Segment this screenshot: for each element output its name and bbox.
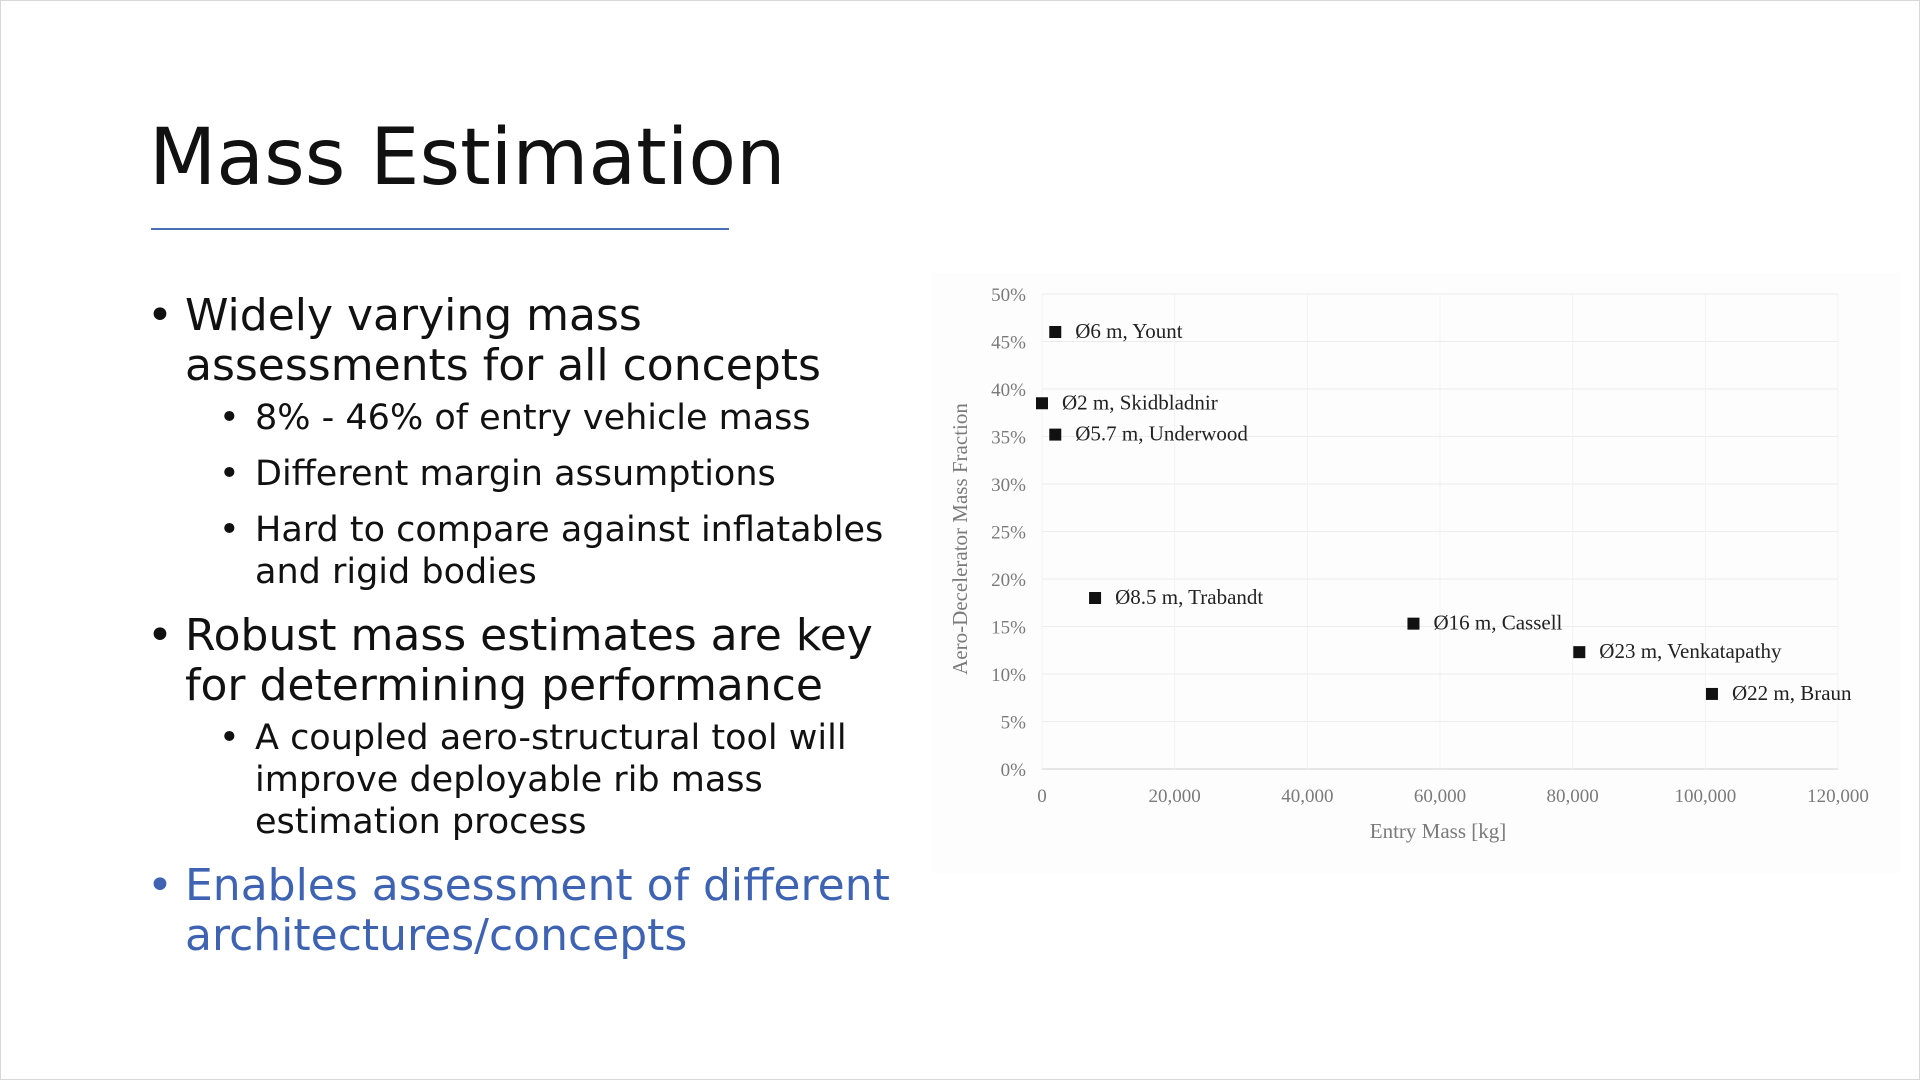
data-point-label: Ø8.5 m, Trabandt (1115, 585, 1263, 609)
bullet-robust-estimates: Robust mass estimates are key for determ… (147, 611, 917, 711)
data-point-label: Ø23 m, Venkatapathy (1599, 639, 1782, 663)
title-underline (151, 228, 729, 230)
chart-grid (1041, 293, 1839, 770)
sub-bullet-mass-range: 8% - 46% of entry vehicle mass (147, 397, 917, 439)
scatter-chart: 0% 5% 10% 15% 20% 25% 30% 35% 40% 45% 50% 0 20,000 40… (931, 273, 1901, 873)
bullet-list: Widely varying mass assessments for all … (147, 291, 917, 961)
y-tick-label: 35% (991, 428, 1026, 449)
x-tick-label: 120,000 (1807, 786, 1869, 807)
data-point-label: Ø22 m, Braun (1732, 681, 1852, 705)
slide-title: Mass Estimation (149, 113, 786, 203)
data-point-marker (1705, 687, 1718, 700)
data-point-label: Ø5.7 m, Underwood (1075, 422, 1248, 446)
data-point-marker (1573, 646, 1586, 659)
data-point-marker (1089, 592, 1102, 604)
x-tick-label: 60,000 (1414, 786, 1466, 807)
x-tick-label: 40,000 (1281, 786, 1333, 807)
y-tick-label: 15% (991, 618, 1026, 639)
x-tick-label: 0 (1037, 786, 1047, 807)
data-point-marker (1049, 428, 1062, 441)
data-point-marker (1049, 326, 1062, 338)
y-tick-label: 30% (991, 475, 1026, 496)
data-point-marker (1036, 397, 1048, 410)
data-point-marker (1407, 617, 1420, 630)
x-axis-label: Entry Mass [kg] (1370, 819, 1506, 843)
y-axis-label: Aero-Decelerator Mass Fraction (948, 403, 972, 675)
y-tick-label: 40% (991, 380, 1026, 401)
data-point-label: Ø16 m, Cassell (1433, 611, 1562, 635)
sub-bullet-hard-to-compare: Hard to compare against inflatables and … (147, 509, 917, 593)
y-tick-label: 10% (991, 665, 1026, 686)
data-point-label: Ø2 m, Skidbladnir (1062, 390, 1218, 414)
sub-bullet-margin-assumptions: Different margin assumptions (147, 453, 917, 495)
chart-canvas: 0% 5% 10% 15% 20% 25% 30% 35% 40% 45% 50% 0 20,000 40… (948, 285, 1869, 843)
x-tick-label: 80,000 (1547, 786, 1599, 807)
y-tick-label: 5% (1001, 713, 1027, 734)
bullet-mass-assessments: Widely varying mass assessments for all … (147, 291, 917, 391)
chart-points: Ø6 m, Yount Ø2 m, Skidbladnir Ø5.7 m, Unde… (1036, 319, 1852, 705)
chart-ticks: 0% 5% 10% 15% 20% 25% 30% 35% 40% 45% 50% 0 20,000 40… (991, 285, 1869, 807)
bullet-enables-assessment: Enables assessment of different architec… (147, 861, 917, 961)
y-tick-label: 50% (991, 285, 1026, 306)
y-tick-label: 20% (991, 570, 1026, 591)
y-tick-label: 0% (1001, 760, 1027, 781)
y-tick-label: 45% (991, 333, 1026, 354)
x-tick-label: 20,000 (1149, 786, 1201, 807)
sub-bullet-coupled-tool: A coupled aero-structural tool will impr… (147, 717, 917, 843)
x-tick-label: 100,000 (1674, 786, 1736, 807)
y-tick-label: 25% (991, 523, 1026, 544)
data-point-label: Ø6 m, Yount (1075, 319, 1183, 343)
